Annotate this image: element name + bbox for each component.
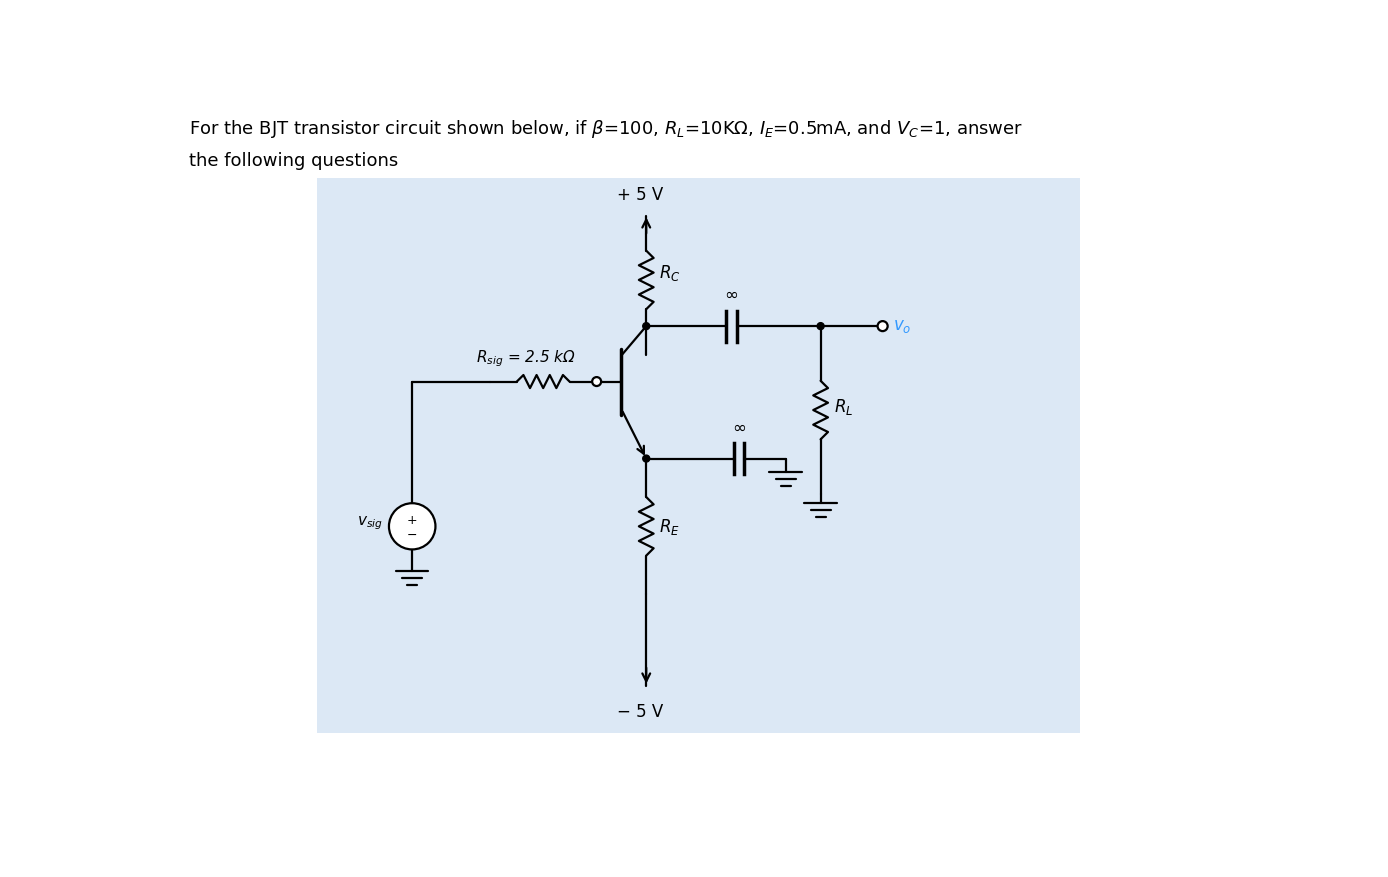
Circle shape	[389, 503, 436, 550]
Text: − 5 V: − 5 V	[616, 702, 663, 720]
Text: $R_L$: $R_L$	[834, 396, 854, 417]
Text: For the BJT transistor circuit shown below, if $\beta$=100, $R_L$=10K$\Omega$, $: For the BJT transistor circuit shown bel…	[189, 118, 1023, 139]
Text: $R_E$: $R_E$	[659, 517, 680, 537]
Circle shape	[877, 322, 888, 332]
Circle shape	[643, 324, 650, 331]
Text: +: +	[407, 513, 418, 526]
Text: −: −	[407, 529, 418, 542]
Text: $v_o$: $v_o$	[894, 317, 912, 334]
Text: ∞: ∞	[733, 418, 747, 436]
Text: $v_{sig}$: $v_{sig}$	[357, 514, 383, 531]
Text: ∞: ∞	[725, 286, 738, 303]
Text: the following questions: the following questions	[189, 152, 398, 169]
Text: $R_{sig}$ = 2.5 kΩ: $R_{sig}$ = 2.5 kΩ	[476, 348, 576, 369]
Circle shape	[643, 455, 650, 462]
FancyBboxPatch shape	[316, 179, 1080, 733]
Circle shape	[593, 378, 601, 387]
Circle shape	[818, 324, 824, 331]
Text: $R_C$: $R_C$	[659, 263, 682, 283]
Text: + 5 V: + 5 V	[616, 186, 663, 203]
